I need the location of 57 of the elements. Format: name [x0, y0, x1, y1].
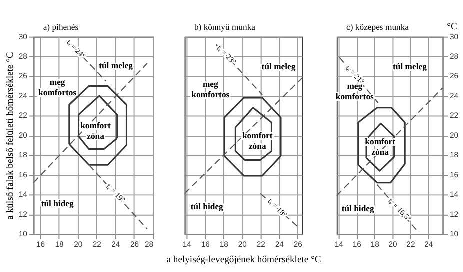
- x-tick-label: 20: [388, 240, 398, 250]
- x-tick-label: 26: [294, 240, 302, 250]
- y-tick-label: 22: [450, 111, 459, 120]
- chart-title: c) közepes munka: [346, 22, 410, 32]
- y-tick-label: 16: [450, 170, 459, 180]
- y-tick-label: 12: [450, 210, 459, 219]
- y-tick-label: 20: [18, 130, 28, 140]
- y-tick-label: 22: [18, 111, 28, 120]
- chart-title: b) könnyű munka: [194, 22, 256, 32]
- y-axis-title: °C: [447, 22, 458, 33]
- annotation: komfort zóna: [80, 120, 112, 142]
- y-tick-label: 26: [450, 72, 459, 81]
- x-tick-label: 18: [370, 240, 380, 250]
- y-tick-label: 10: [18, 230, 28, 239]
- chart-title: a) pihenés: [43, 22, 80, 32]
- annotation: túl hideg: [190, 201, 224, 212]
- x-tick-label: 22: [406, 240, 416, 250]
- y-tick-label: 12: [18, 210, 28, 219]
- x-axis-title: a helyiség-levegőjének hőmérséklete °C: [166, 254, 322, 266]
- x-tick-label: 14: [334, 240, 344, 250]
- x-tick-label: 16: [352, 240, 362, 250]
- y-tick-label: 30: [450, 32, 459, 42]
- y-tick-label: 24: [450, 91, 460, 100]
- x-tick-label: 16: [36, 240, 46, 250]
- x-tick-label: 22: [92, 240, 102, 250]
- x-tick-label: 24: [275, 240, 285, 250]
- x-tick-label: 26: [130, 240, 140, 250]
- x-tick-label: 24: [112, 240, 121, 250]
- x-tick-label: 20: [238, 240, 247, 250]
- y-tick-label: 28: [18, 52, 28, 61]
- y-tick-label: 26: [18, 72, 28, 81]
- annotation: meg komfortos: [38, 77, 78, 98]
- y-tick-label: 18: [18, 150, 28, 160]
- annotation: túl meleg: [99, 60, 134, 70]
- y-tick-label: 10: [450, 230, 459, 239]
- annotation: túl hideg: [342, 203, 375, 214]
- y-tick-label: 14: [450, 190, 460, 200]
- y-tick-label: 16: [18, 170, 28, 180]
- x-tick-label: 14: [182, 240, 192, 250]
- x-tick-label: 18: [220, 240, 228, 250]
- annotation: túl hideg: [41, 198, 74, 208]
- x-tick-label: 20: [74, 240, 83, 250]
- y-tick-label: 24: [18, 91, 28, 100]
- x-tick-label: 22: [256, 240, 266, 250]
- y-axis-title: a külső falak belső felületi hőmérséklete °C: [5, 52, 16, 220]
- x-tick-label: 16: [201, 240, 210, 250]
- y-tick-label: 20: [450, 130, 459, 140]
- y-tick-label: 18: [450, 150, 459, 160]
- annotation: meg komfortos: [192, 79, 230, 100]
- y-tick-label: 14: [18, 190, 28, 200]
- x-tick-label: 24: [424, 240, 434, 250]
- annotation: túl meleg: [262, 61, 296, 72]
- y-tick-label: 28: [450, 52, 459, 61]
- y-tick-label: 30: [18, 32, 28, 42]
- annotation: túl meleg: [393, 61, 428, 72]
- x-tick-label: 18: [55, 240, 64, 250]
- x-tick-label: 28: [144, 240, 154, 250]
